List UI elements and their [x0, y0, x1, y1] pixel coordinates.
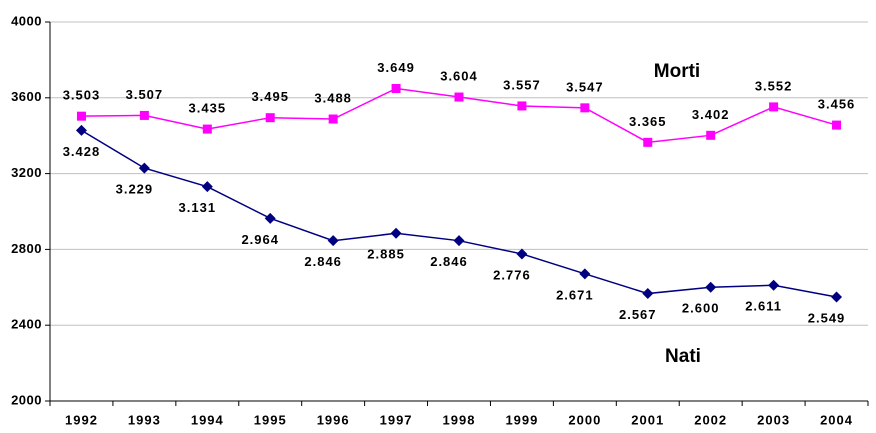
data-label: 3.649: [377, 60, 415, 75]
data-label: 3.456: [818, 97, 856, 112]
x-tick-label: 2001: [631, 412, 664, 427]
series-name: Morti: [654, 61, 700, 82]
y-tick-label: 2400: [11, 317, 42, 332]
data-label: 3.131: [179, 200, 217, 215]
point: [516, 248, 528, 260]
point: [832, 120, 842, 130]
data-label: 2.776: [493, 267, 531, 282]
data-label: 3.547: [566, 79, 604, 94]
point: [768, 279, 780, 291]
point: [453, 235, 465, 247]
point: [201, 181, 213, 193]
point: [264, 212, 276, 224]
data-label: 3.557: [503, 77, 541, 92]
point: [328, 114, 338, 124]
point: [831, 291, 843, 303]
data-label: 3.435: [189, 101, 227, 116]
x-tick-label: 2000: [568, 412, 601, 427]
x-tick-label: 1992: [65, 412, 98, 427]
point: [517, 101, 527, 111]
data-label: 2.885: [367, 247, 405, 262]
data-label: 3.229: [116, 182, 154, 197]
data-label: 2.600: [682, 301, 720, 316]
point: [580, 103, 590, 113]
x-tick-label: 1994: [191, 412, 224, 427]
point: [138, 162, 150, 174]
point: [642, 288, 654, 300]
x-tick-label: 2003: [757, 412, 790, 427]
point: [706, 130, 716, 140]
data-label: 2.611: [745, 299, 782, 314]
y-tick-label: 2000: [11, 392, 42, 407]
x-tick-label: 2002: [694, 412, 727, 427]
point: [391, 84, 401, 94]
point: [705, 281, 717, 293]
point: [202, 124, 212, 134]
y-tick-label: 3600: [11, 89, 42, 104]
point: [327, 235, 339, 247]
data-label: 2.846: [430, 254, 468, 269]
point: [76, 111, 86, 121]
data-label: 3.552: [755, 78, 793, 93]
data-label: 3.503: [63, 88, 101, 103]
point: [579, 268, 591, 280]
y-tick-label: 2800: [11, 241, 42, 256]
data-label: 2.671: [556, 287, 594, 302]
data-label: 2.567: [619, 307, 657, 322]
y-tick-label: 3200: [11, 165, 42, 180]
point: [643, 137, 653, 147]
series-name: Nati: [665, 346, 701, 367]
data-label: 3.507: [126, 87, 164, 102]
data-label: 2.964: [241, 232, 279, 247]
point: [139, 110, 149, 120]
y-tick-label: 4000: [11, 13, 42, 28]
x-tick-label: 1998: [443, 412, 476, 427]
x-tick-label: 1999: [505, 412, 538, 427]
point: [454, 92, 464, 102]
x-tick-label: 1997: [380, 412, 413, 427]
x-tick-label: 1996: [317, 412, 350, 427]
point: [75, 124, 87, 136]
x-tick-label: 2004: [820, 412, 853, 427]
data-label: 3.495: [251, 89, 289, 104]
data-label: 2.549: [808, 310, 846, 325]
data-label: 3.488: [314, 90, 352, 105]
data-label: 3.604: [440, 68, 478, 83]
x-tick-label: 1995: [254, 412, 287, 427]
data-label: 3.402: [692, 107, 730, 122]
x-tick-label: 1993: [128, 412, 161, 427]
data-label: 3.428: [63, 144, 101, 159]
point: [390, 227, 402, 239]
point: [769, 102, 779, 112]
point: [265, 113, 275, 123]
data-label: 3.365: [629, 114, 667, 129]
data-label: 2.846: [304, 254, 342, 269]
